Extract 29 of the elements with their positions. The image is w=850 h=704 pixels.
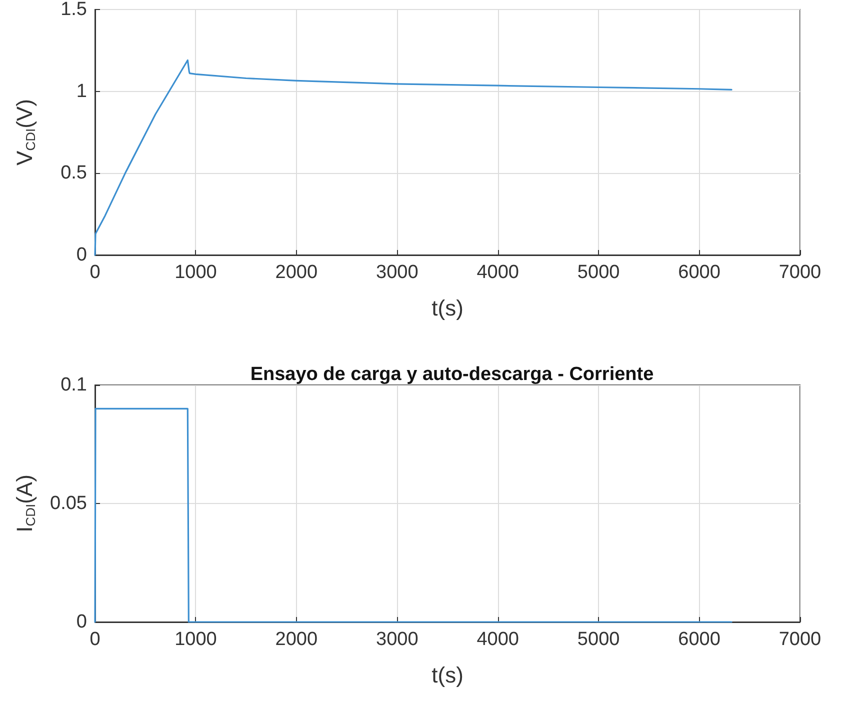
y-axis-title: VCDI(V) xyxy=(12,99,38,166)
x-tick-label: 7000 xyxy=(778,262,822,283)
x-tick-label: 4000 xyxy=(476,629,519,650)
x-tick-label: 0 xyxy=(90,629,100,650)
x-axis-title: t(s) xyxy=(432,662,464,688)
x-tick-label: 2000 xyxy=(275,629,318,650)
x-tick-label: 6000 xyxy=(678,629,720,650)
y-tick-label: 0.05 xyxy=(50,493,87,514)
x-tick-label: 3000 xyxy=(376,262,418,283)
x-tick-label: 7000 xyxy=(778,629,822,650)
y-tick-label: 0 xyxy=(76,612,87,632)
chart-title: Ensayo de carga y auto-descarga - Corriente xyxy=(250,364,654,385)
x-tick-label: 2000 xyxy=(275,262,318,283)
x-tick-label: 0 xyxy=(90,262,100,283)
x-tick-label: 5000 xyxy=(577,262,620,283)
x-tick-label: 5000 xyxy=(577,629,620,650)
y-tick-label: 1 xyxy=(76,80,87,102)
y-tick-label: 0 xyxy=(76,244,87,266)
line-series xyxy=(94,59,732,256)
y-tick-label: 0.1 xyxy=(60,374,87,396)
x-tick-label: 1000 xyxy=(174,262,217,283)
x-tick-label: 1000 xyxy=(174,629,217,650)
y-tick-label: 0.5 xyxy=(60,162,87,184)
y-axis-title: ICDI(A) xyxy=(12,474,38,532)
x-tick-label: 4000 xyxy=(476,262,519,283)
x-tick-label: 3000 xyxy=(376,629,418,650)
x-tick-label: 6000 xyxy=(678,262,720,283)
x-axis-title: t(s) xyxy=(432,296,464,320)
y-tick-label: 1.5 xyxy=(60,0,87,20)
